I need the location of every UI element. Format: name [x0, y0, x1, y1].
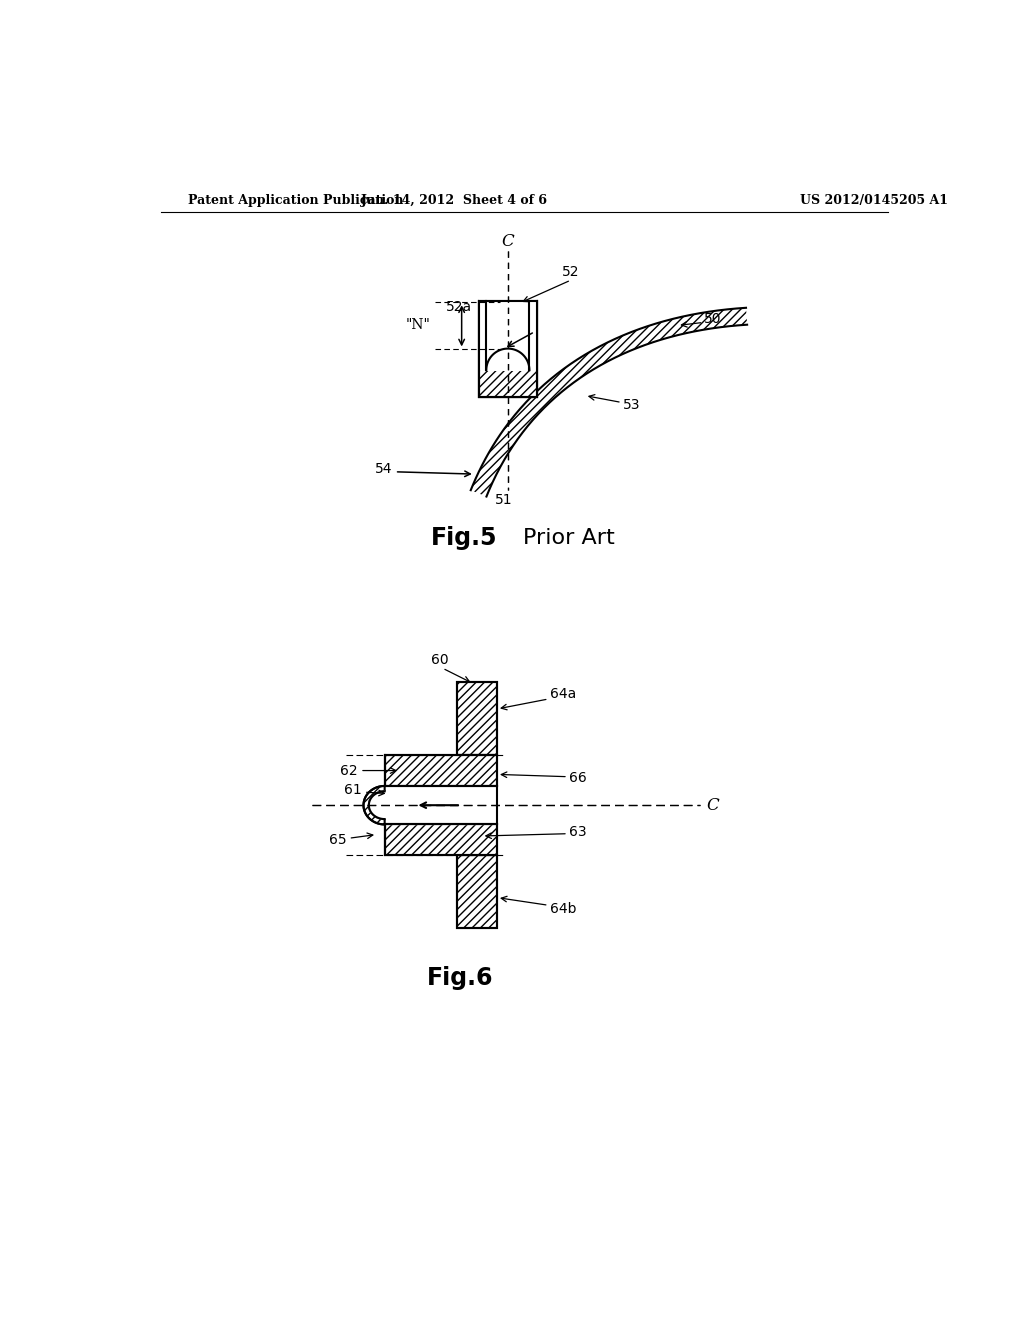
Polygon shape: [385, 785, 497, 825]
Text: Prior Art: Prior Art: [523, 528, 615, 548]
Text: C: C: [707, 797, 719, 813]
Bar: [457, 682, 497, 755]
Text: 52a: 52a: [446, 300, 472, 314]
Text: 62: 62: [340, 763, 357, 777]
Bar: [385, 825, 497, 855]
Text: 66: 66: [569, 771, 587, 785]
Bar: [478, 301, 538, 397]
Bar: [478, 301, 538, 397]
Bar: [457, 682, 497, 755]
Polygon shape: [369, 792, 385, 818]
Bar: [385, 825, 497, 855]
Text: 50: 50: [705, 312, 722, 326]
Text: Fig.6: Fig.6: [427, 966, 494, 990]
Text: 64b: 64b: [550, 902, 577, 916]
Bar: [457, 855, 497, 928]
Bar: [385, 755, 497, 785]
Text: Fig.5: Fig.5: [431, 525, 498, 550]
Bar: [478, 301, 538, 397]
Text: 65: 65: [329, 833, 346, 847]
Bar: [478, 301, 538, 397]
Text: US 2012/0145205 A1: US 2012/0145205 A1: [801, 194, 948, 207]
Bar: [457, 855, 497, 928]
Bar: [478, 301, 538, 397]
Polygon shape: [471, 308, 748, 496]
Bar: [457, 855, 497, 928]
Text: 61: 61: [344, 783, 361, 797]
Text: 52: 52: [562, 265, 580, 280]
Text: 64a: 64a: [550, 686, 577, 701]
Text: 60: 60: [431, 653, 449, 668]
Bar: [478, 301, 538, 397]
Text: 51: 51: [496, 494, 513, 507]
Text: 53: 53: [624, 397, 641, 412]
Text: "N": "N": [406, 318, 431, 333]
Polygon shape: [479, 300, 537, 370]
Bar: [385, 755, 497, 785]
Polygon shape: [364, 785, 385, 825]
Bar: [385, 755, 497, 785]
Bar: [457, 682, 497, 755]
Text: Patent Application Publication: Patent Application Publication: [188, 194, 403, 207]
Text: C: C: [502, 234, 514, 249]
Polygon shape: [479, 300, 537, 370]
Text: 54: 54: [375, 462, 392, 475]
Text: Jun. 14, 2012  Sheet 4 of 6: Jun. 14, 2012 Sheet 4 of 6: [360, 194, 548, 207]
Bar: [385, 825, 497, 855]
Text: 63: 63: [569, 825, 587, 840]
